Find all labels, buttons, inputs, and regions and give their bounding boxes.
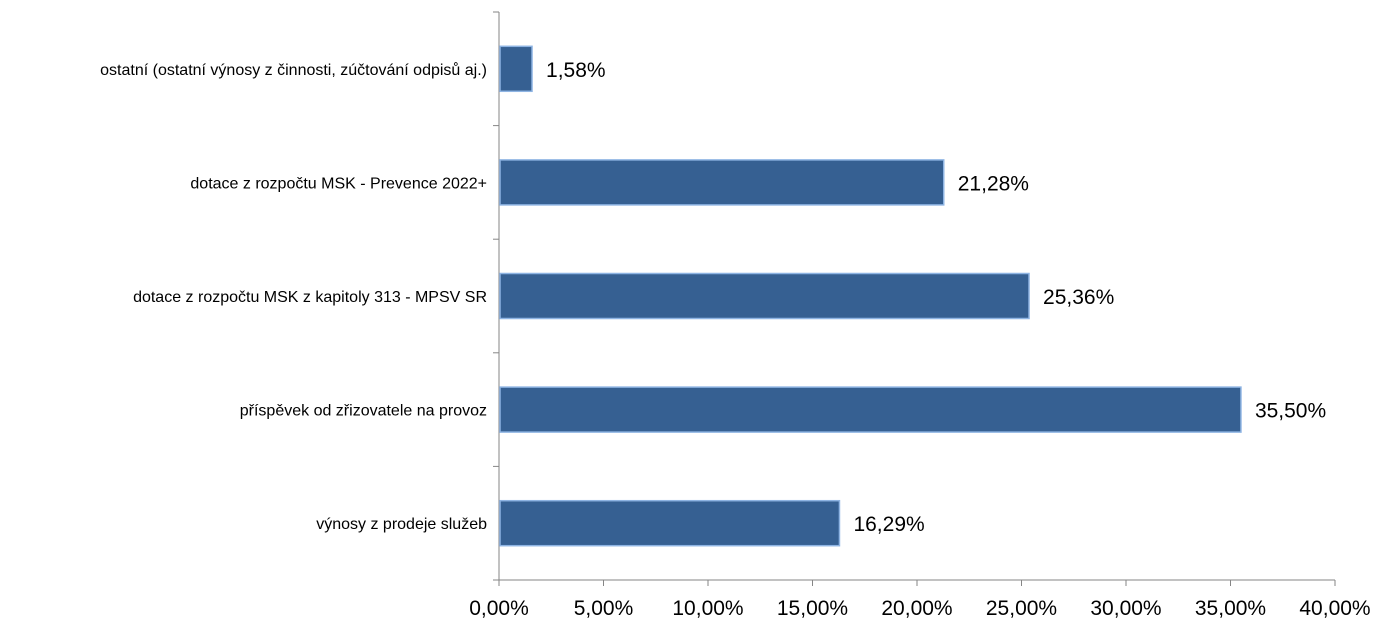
category-label: dotace z rozpočtu MSK z kapitoly 313 - M… xyxy=(133,289,487,306)
value-label: 35,50% xyxy=(1255,400,1326,423)
category-label: výnosy z prodeje služeb xyxy=(316,516,487,533)
bar xyxy=(499,272,1030,320)
category-label: ostatní (ostatní výnosy z činnosti, zúčt… xyxy=(100,61,487,79)
x-tick-label: 10,00% xyxy=(672,597,743,620)
bar xyxy=(499,386,1242,433)
x-tick-label: 40,00% xyxy=(1299,597,1370,620)
labels: 0,00% 5,00% 10,00% 15,00% 20,00% 25,00% 30,00%… xyxy=(100,59,1370,620)
x-tick-label: 30,00% xyxy=(1090,597,1161,620)
bar xyxy=(499,499,841,547)
x-tick-label: 25,00% xyxy=(986,597,1057,620)
value-label: 16,29% xyxy=(853,513,924,536)
x-tick-label: 0,00% xyxy=(469,597,529,620)
category-label: dotace z rozpočtu MSK - Prevence 2022+ xyxy=(190,175,487,192)
bar xyxy=(499,45,533,93)
value-label: 21,28% xyxy=(958,172,1029,195)
value-label: 25,36% xyxy=(1043,286,1114,309)
value-label: 1,58% xyxy=(546,59,606,82)
bars xyxy=(499,45,1242,547)
x-tick-label: 20,00% xyxy=(881,597,952,620)
bar xyxy=(499,159,945,206)
x-tick-label: 15,00% xyxy=(777,597,848,620)
x-tick-label: 35,00% xyxy=(1195,597,1266,620)
axes xyxy=(493,11,1336,586)
x-tick-label: 5,00% xyxy=(574,597,634,620)
category-label: příspěvek od zřizovatele na provoz xyxy=(240,403,487,420)
